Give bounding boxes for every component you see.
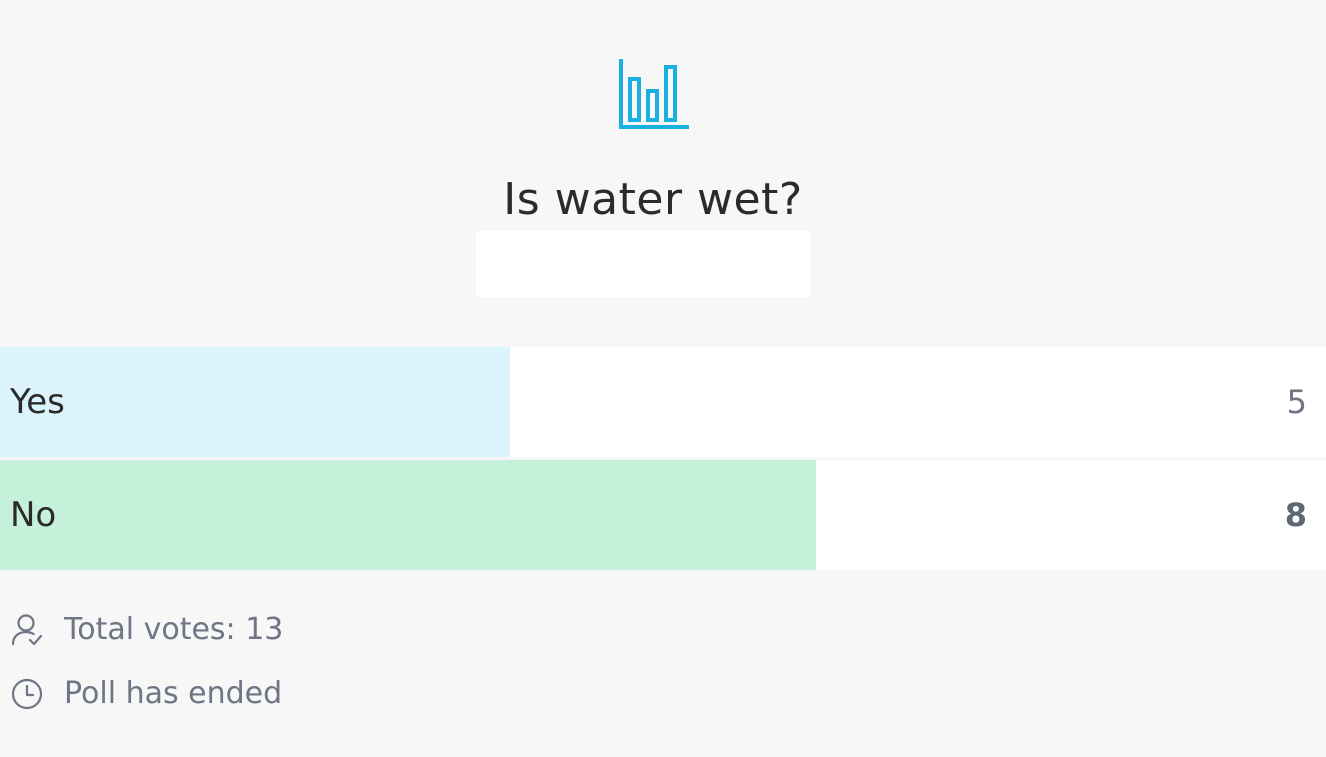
blank-panel — [476, 231, 811, 297]
poll-option-count: 8 — [1284, 496, 1307, 534]
poll-status-text: Poll has ended — [64, 676, 283, 711]
total-votes: Total votes: 13 — [10, 612, 283, 647]
poll-option-count: 5 — [1286, 383, 1307, 421]
poll-question: Is water wet? — [503, 174, 803, 225]
poll-option-yes[interactable]: Yes 5 — [0, 347, 1326, 457]
poll-option-no[interactable]: No 8 — [0, 460, 1326, 570]
total-votes-text: Total votes: 13 — [64, 612, 284, 647]
poll-option-label: Yes — [10, 382, 65, 422]
poll-status: Poll has ended — [10, 676, 282, 711]
poll-option-no-bar — [0, 460, 816, 570]
bar-chart-icon — [619, 59, 689, 129]
poll-option-yes-bar — [0, 347, 510, 457]
user-check-icon — [11, 613, 43, 645]
clock-icon — [11, 678, 43, 709]
poll-option-label: No — [10, 495, 57, 535]
